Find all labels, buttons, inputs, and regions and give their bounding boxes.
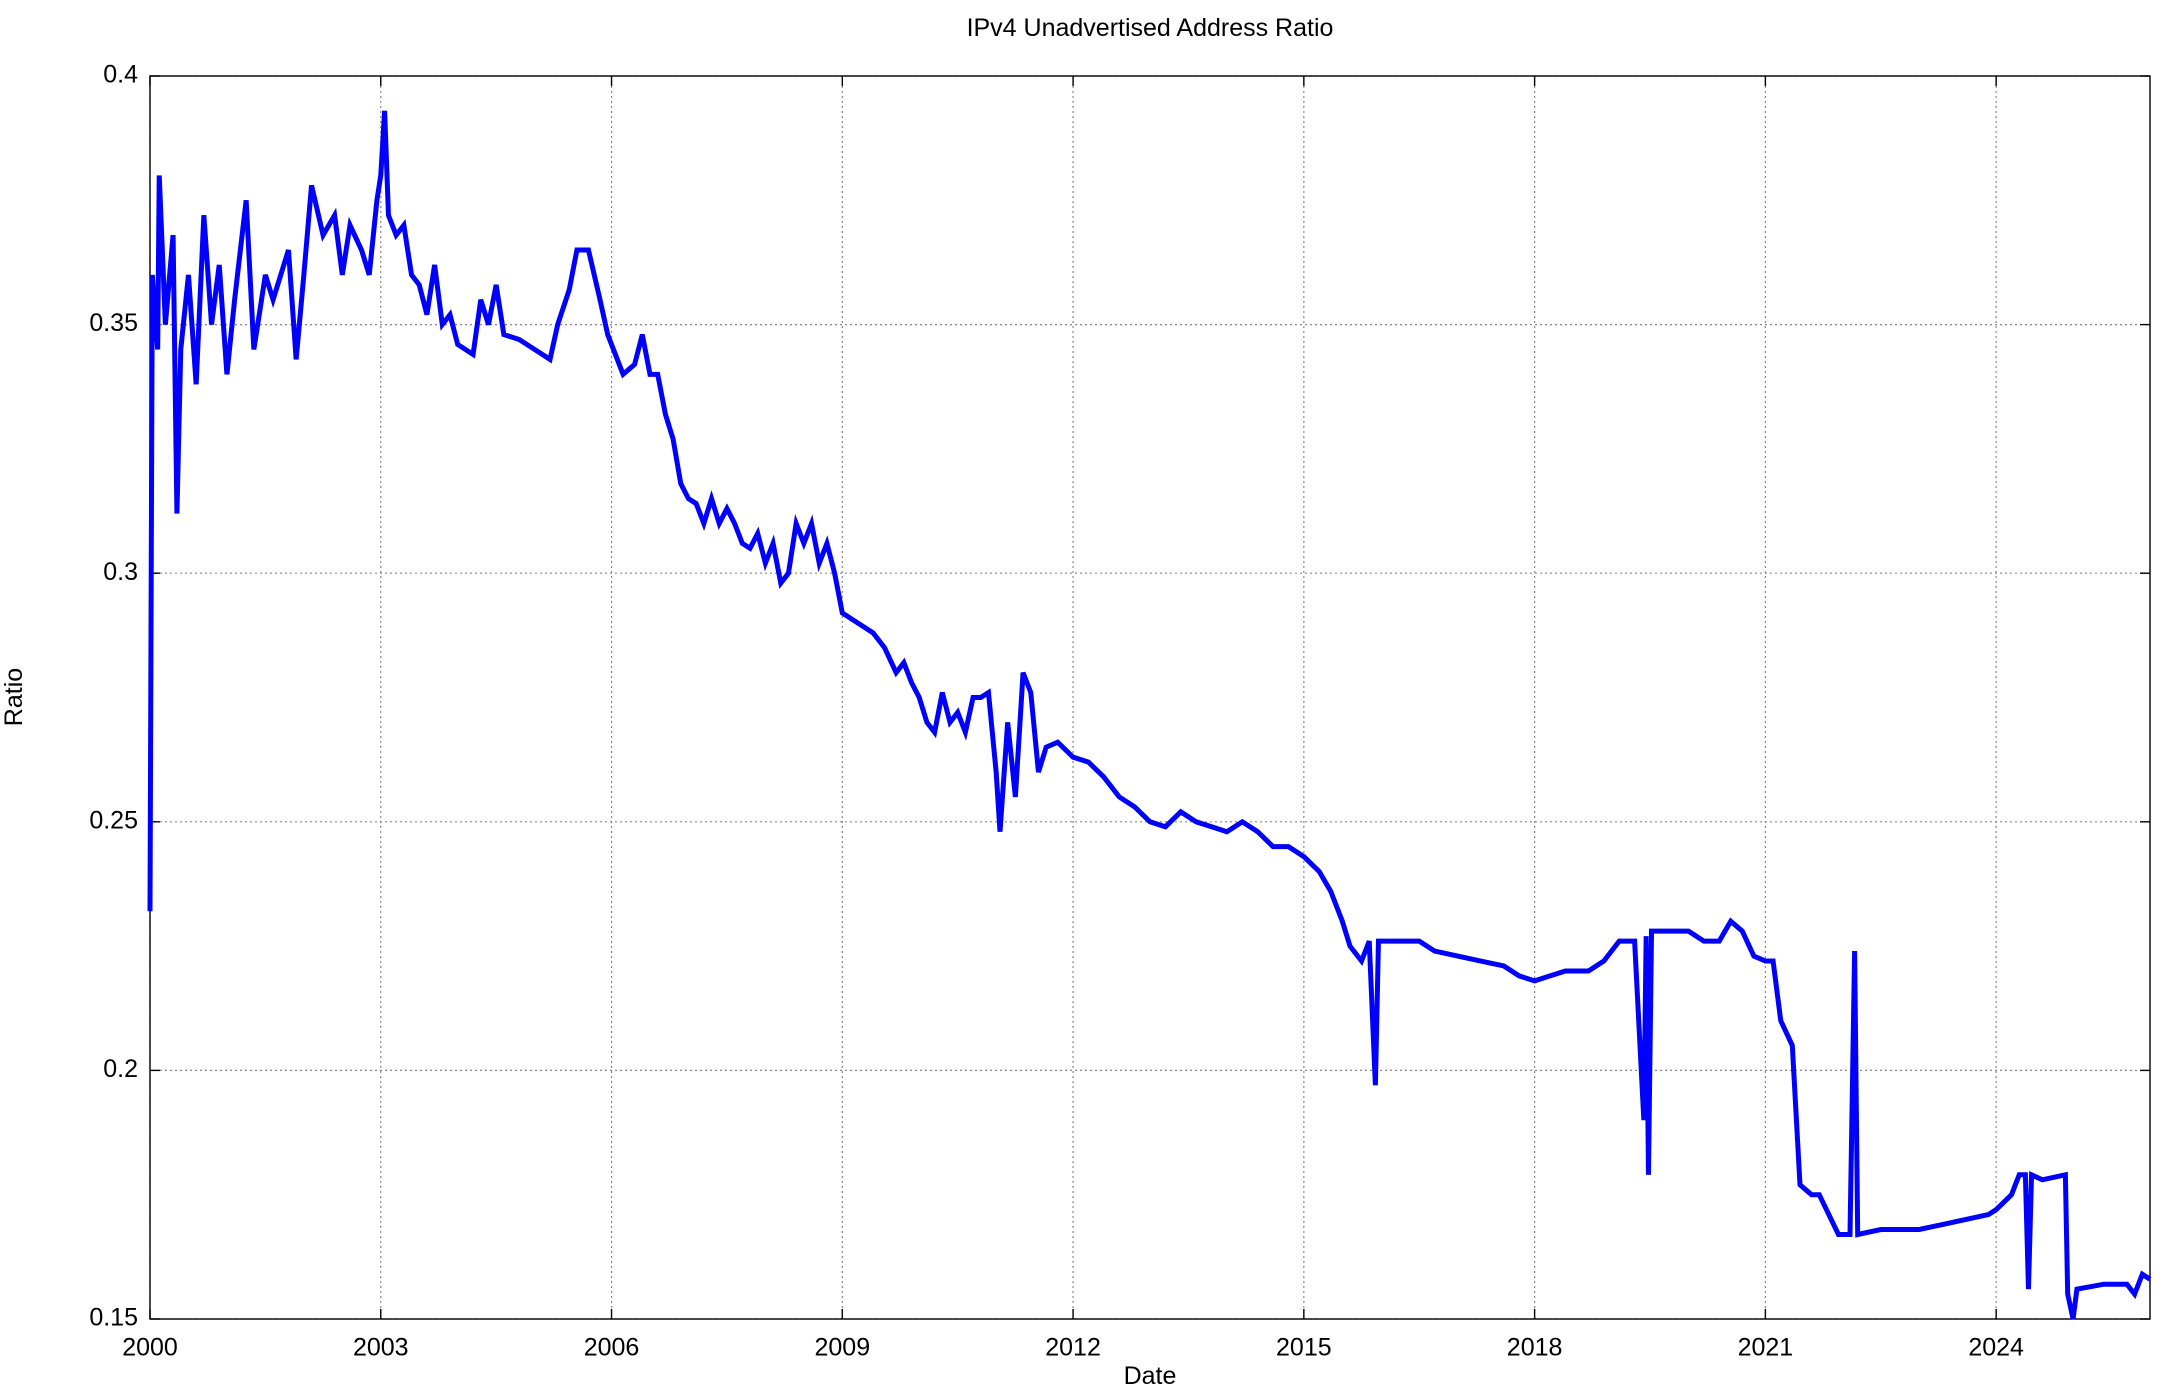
x-tick-label: 2021: [1738, 1334, 1794, 1362]
y-axis-label: Ratio: [0, 668, 28, 726]
x-tick-label: 2009: [814, 1334, 870, 1362]
x-tick-label: 2003: [353, 1334, 409, 1362]
data-line: [147, 110, 2152, 1320]
x-tick-label: 2012: [1045, 1334, 1101, 1362]
x-tick-label: 2018: [1507, 1334, 1563, 1362]
x-tick-label: 2006: [584, 1334, 640, 1362]
y-tick-label: 0.4: [103, 61, 138, 89]
x-tick-label: 2000: [122, 1334, 178, 1362]
y-tick-label: 0.25: [89, 806, 138, 834]
y-tick-label: 0.15: [89, 1304, 138, 1332]
x-tick-label: 2015: [1276, 1334, 1332, 1362]
y-tick-label: 0.2: [103, 1055, 138, 1083]
x-tick-label: 2024: [1968, 1334, 2024, 1362]
y-tick-label: 0.3: [103, 558, 138, 586]
y-tick-label: 0.35: [89, 309, 138, 337]
x-axis-label: Date: [1124, 1362, 1177, 1390]
chart-title: IPv4 Unadvertised Address Ratio: [967, 14, 1334, 42]
